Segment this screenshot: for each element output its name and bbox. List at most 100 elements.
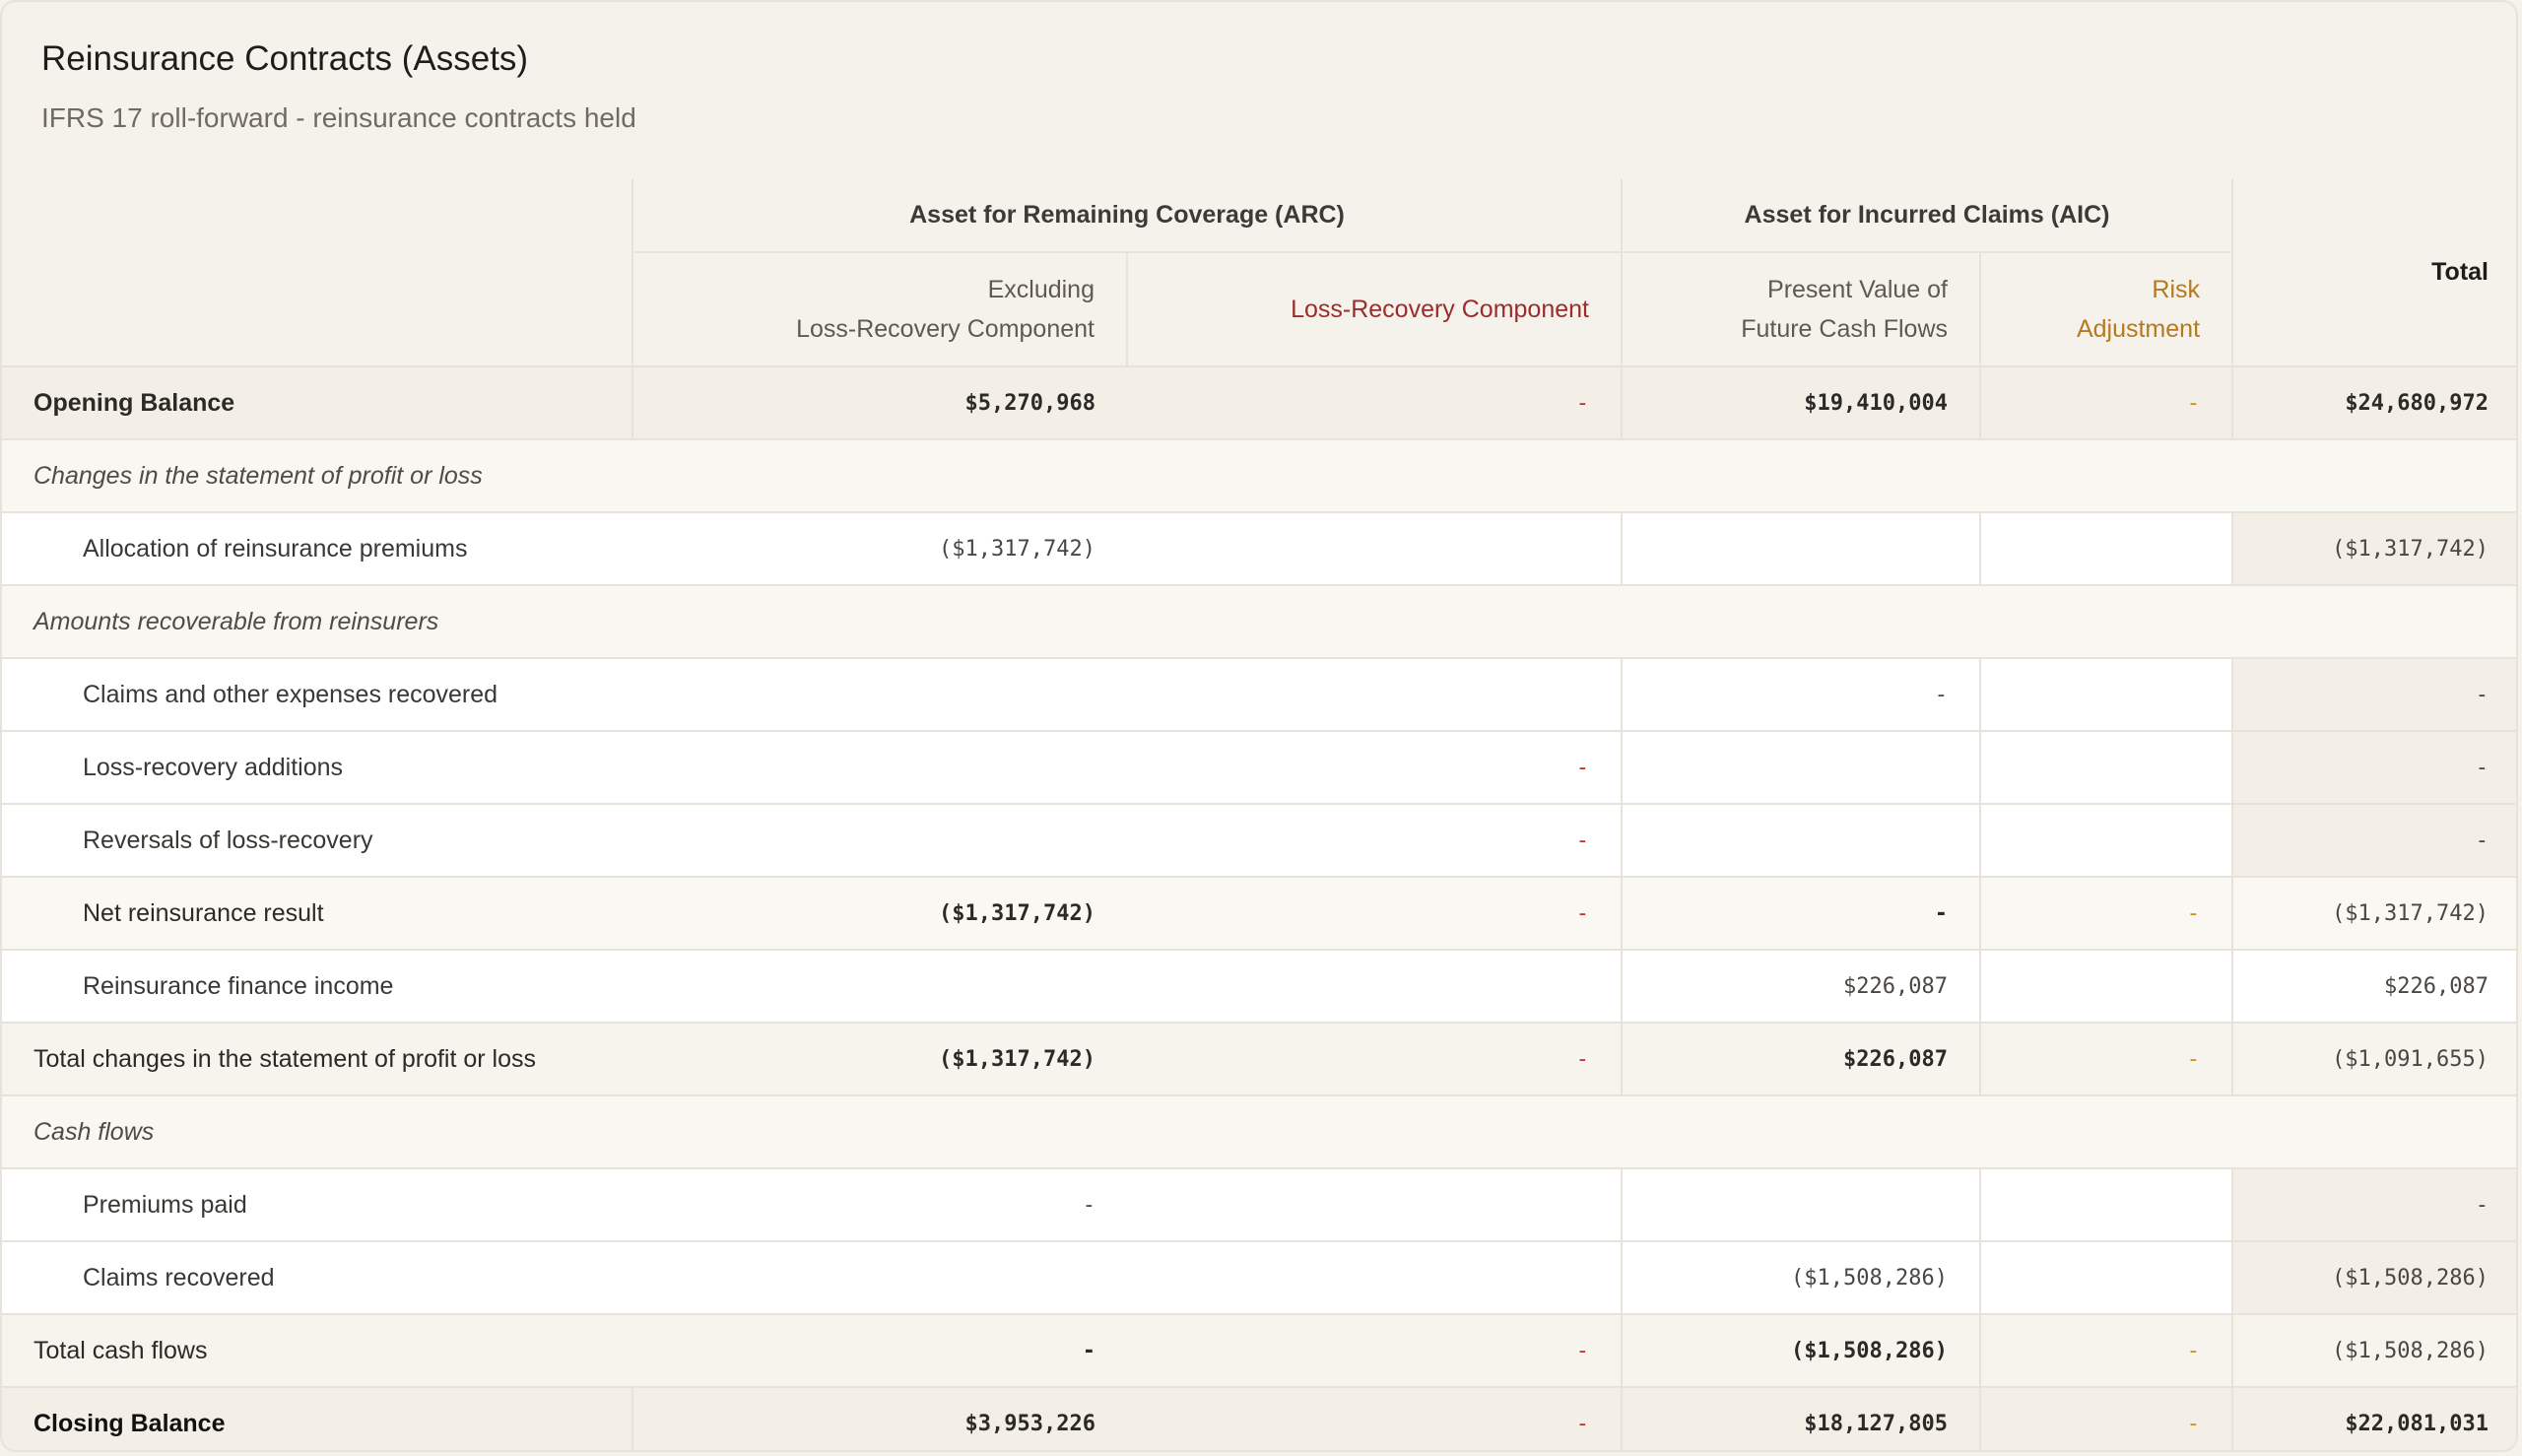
cell-aic-risk-adjustment: - — [1978, 366, 2233, 440]
cell-aic-risk-adjustment — [1978, 731, 2233, 805]
cell-aic-risk-adjustment — [1978, 512, 2233, 586]
table-row-closing-balance: Closing Balance $3,953,226 - $18,127,805… — [2, 1387, 2516, 1450]
table-row-total-profit-loss: Total changes in the statement of profit… — [2, 1023, 2516, 1096]
table-row-total-cash-flows: Total cash flows - - ($1,508,286) - ($1,… — [2, 1314, 2516, 1388]
row-label: Reinsurance finance income — [2, 950, 632, 1024]
table-row-section-cash-flows: Cash flows — [2, 1095, 2516, 1169]
cell-arc-loss-recovery: - — [1127, 1023, 1622, 1096]
row-label: Closing Balance — [2, 1387, 632, 1450]
row-label: Total changes in the statement of profit… — [2, 1023, 632, 1096]
table-row-premiums-paid: Premiums paid - - — [2, 1168, 2516, 1242]
cell-total: ($1,317,742) — [2231, 512, 2516, 586]
cell-aic-present-value — [1621, 731, 1980, 805]
cell-total: ($1,317,742) — [2231, 877, 2516, 951]
cell-arc-loss-recovery — [1127, 1241, 1622, 1315]
header-total: Total — [2231, 179, 2516, 367]
cell-arc-excluding: $5,270,968 — [631, 366, 1127, 440]
cell-total: - — [2231, 1168, 2516, 1242]
cell-arc-loss-recovery: - — [1127, 804, 1622, 878]
cell-aic-present-value: - — [1621, 877, 1980, 951]
cell-aic-risk-adjustment — [1978, 1241, 2233, 1315]
header-group-row: Asset for Remaining Coverage (ARC) Asset… — [2, 179, 2516, 367]
cell-arc-loss-recovery: - — [1127, 877, 1622, 951]
cell-arc-excluding — [632, 804, 1127, 878]
header-aic-group: Asset for Incurred Claims (AIC) — [1620, 179, 2233, 253]
cell-aic-present-value: ($1,508,286) — [1621, 1241, 1980, 1315]
cell-aic-risk-adjustment: - — [1978, 1023, 2233, 1096]
cell-arc-excluding — [632, 950, 1127, 1024]
cell-aic-present-value — [1621, 512, 1980, 586]
section-label: Cash flows — [2, 1095, 2516, 1169]
row-label: Reversals of loss-recovery — [2, 804, 632, 878]
header-label-cell — [2, 179, 632, 367]
cell-total: $24,680,972 — [2231, 366, 2516, 440]
cell-aic-present-value: - — [1621, 658, 1980, 732]
table-row-net-reinsurance-result: Net reinsurance result ($1,317,742) - - … — [2, 877, 2516, 951]
cell-total: ($1,508,286) — [2231, 1314, 2516, 1388]
section-label: Changes in the statement of profit or lo… — [2, 439, 2516, 513]
cell-aic-risk-adjustment — [1978, 1168, 2233, 1242]
row-label: Total cash flows — [2, 1314, 632, 1388]
row-label: Loss-recovery additions — [2, 731, 632, 805]
header-aic-risk-adjustment: Risk Adjustment — [1978, 252, 2233, 367]
cell-arc-excluding: ($1,317,742) — [632, 877, 1127, 951]
section-label: Amounts recoverable from reinsurers — [2, 585, 2516, 659]
cell-arc-excluding: ($1,317,742) — [632, 512, 1127, 586]
cell-total: $226,087 — [2231, 950, 2516, 1024]
table-row-opening-balance: Opening Balance $5,270,968 - $19,410,004… — [2, 366, 2516, 440]
cell-aic-present-value: $226,087 — [1621, 1023, 1980, 1096]
cell-total: - — [2231, 804, 2516, 878]
header-aic-pv-line2: Future Cash Flows — [1741, 315, 1948, 343]
header-sub-row: Excluding Loss-Recovery Component Loss-R… — [2, 252, 2516, 367]
header-arc-excluding-line1: Excluding — [987, 276, 1095, 303]
cell-aic-present-value — [1621, 804, 1980, 878]
row-label: Opening Balance — [2, 366, 632, 440]
cell-aic-risk-adjustment — [1978, 804, 2233, 878]
cell-arc-excluding — [632, 731, 1127, 805]
table-row-section-profit-loss: Changes in the statement of profit or lo… — [2, 439, 2516, 513]
cell-total: ($1,091,655) — [2231, 1023, 2516, 1096]
cell-arc-loss-recovery: - — [1127, 366, 1622, 440]
cell-arc-loss-recovery: - — [1127, 731, 1622, 805]
table-row-loss-recovery-additions: Loss-recovery additions - - — [2, 731, 2516, 805]
table-row-finance-income: Reinsurance finance income $226,087 $226… — [2, 950, 2516, 1024]
cell-arc-excluding: - — [632, 1314, 1127, 1388]
cell-arc-excluding: $3,953,226 — [631, 1387, 1127, 1450]
table-row-claims-recovered: Claims recovered ($1,508,286) ($1,508,28… — [2, 1241, 2516, 1315]
page-title: Reinsurance Contracts (Assets) — [41, 39, 529, 78]
cell-arc-excluding — [632, 658, 1127, 732]
cell-aic-risk-adjustment: - — [1978, 1387, 2233, 1450]
cell-total: $22,081,031 — [2231, 1387, 2516, 1450]
header-arc-excluding-line2: Loss-Recovery Component — [796, 315, 1095, 343]
page-subtitle: IFRS 17 roll-forward - reinsurance contr… — [41, 102, 636, 133]
cell-aic-present-value — [1621, 1168, 1980, 1242]
cell-aic-present-value: ($1,508,286) — [1621, 1314, 1980, 1388]
header-arc-loss-recovery: Loss-Recovery Component — [1126, 252, 1622, 367]
cell-arc-loss-recovery — [1127, 658, 1622, 732]
cell-aic-risk-adjustment: - — [1978, 1314, 2233, 1388]
header-aic-present-value: Present Value of Future Cash Flows — [1621, 252, 1980, 367]
cell-aic-risk-adjustment — [1978, 950, 2233, 1024]
cell-aic-present-value: $226,087 — [1621, 950, 1980, 1024]
cell-aic-present-value: $19,410,004 — [1621, 366, 1980, 440]
row-label: Allocation of reinsurance premiums — [2, 512, 632, 586]
table-row-allocation-premiums: Allocation of reinsurance premiums ($1,3… — [2, 512, 2516, 586]
row-label: Net reinsurance result — [2, 877, 632, 951]
cell-arc-excluding: - — [632, 1168, 1127, 1242]
table-row-section-recoverable: Amounts recoverable from reinsurers — [2, 585, 2516, 659]
cell-aic-present-value: $18,127,805 — [1621, 1387, 1980, 1450]
cell-arc-loss-recovery: - — [1127, 1387, 1622, 1450]
header-aic-ra-line2: Adjustment — [2076, 315, 2201, 343]
cell-arc-excluding — [632, 1241, 1127, 1315]
cell-total: - — [2231, 658, 2516, 732]
cell-arc-loss-recovery — [1127, 512, 1622, 586]
table-row-loss-recovery-reversals: Reversals of loss-recovery - - — [2, 804, 2516, 878]
cell-total: ($1,508,286) — [2231, 1241, 2516, 1315]
header-aic-pv-line1: Present Value of — [1767, 276, 1948, 303]
row-label: Claims recovered — [2, 1241, 632, 1315]
cell-aic-risk-adjustment: - — [1978, 877, 2233, 951]
cell-arc-loss-recovery: - — [1127, 1314, 1622, 1388]
cell-aic-risk-adjustment — [1978, 658, 2233, 732]
header-arc-group: Asset for Remaining Coverage (ARC) — [631, 179, 1622, 253]
